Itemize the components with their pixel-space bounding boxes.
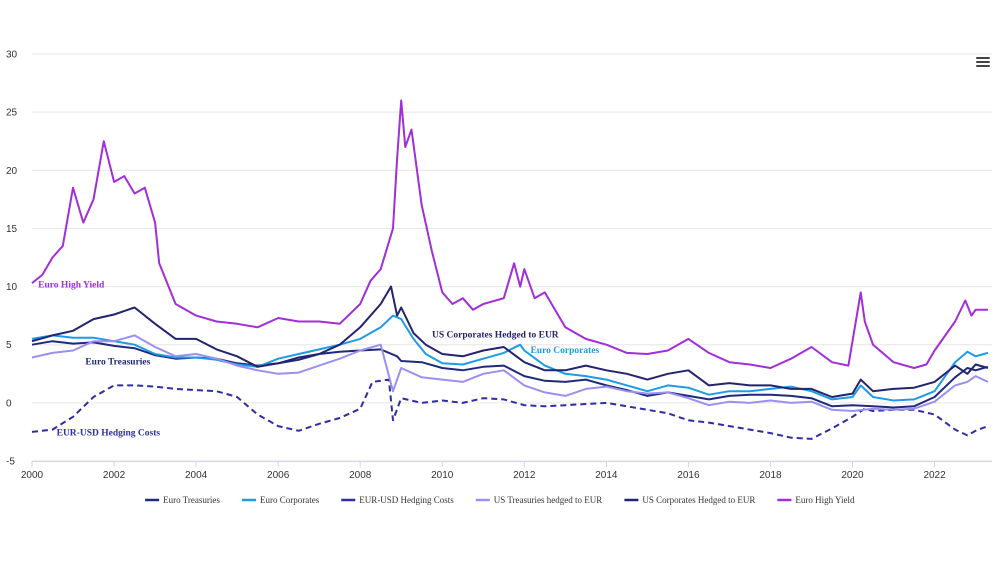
y-axis: -5 0 5 10 15 20 25 30 [6,50,18,468]
legend-item[interactable]: Euro Corporates [242,495,320,505]
series-annotations: Euro High Yield Euro Treasuries EUR-USD He… [38,281,599,439]
y-tick-label: 5 [6,340,12,351]
x-tick-label: 2004 [185,470,208,481]
legend-label: Euro Corporates [260,495,320,505]
y-tick-label: 0 [6,398,12,409]
legend-item[interactable]: US Treasuries hedged to EUR [475,495,603,505]
menu-icon-bar [976,57,990,59]
y-tick-label: 15 [6,224,18,235]
legend-label: Euro High Yield [795,495,855,505]
legend-label: EUR-USD Hedging Costs [359,495,454,505]
legend-item[interactable]: EUR-USD Hedging Costs [341,495,454,505]
x-tick-label: 2016 [677,470,700,481]
x-tick-label: 2010 [431,470,454,481]
legend-item[interactable]: US Corporates Hedged to EUR [624,495,755,505]
y-tick-label: 30 [6,50,18,61]
menu-icon-bar [976,65,990,67]
gridlines [32,53,992,462]
y-tick-label: 10 [6,282,18,293]
menu-icon[interactable] [976,57,990,69]
y-tick-label: -5 [6,457,15,468]
series-line [31,285,989,398]
series-line [31,334,989,412]
legend-item[interactable]: Euro Treasuries [145,495,220,505]
series-line [31,99,988,369]
series-annotation: EUR-USD Hedging Costs [57,428,161,438]
series-annotation: US Corporates Hedged to EUR [432,331,559,341]
legend-label: Euro Treasuries [163,495,220,505]
series-annotation: Euro Treasuries [85,357,150,367]
y-tick-label: 25 [6,108,18,119]
x-tick-label: 2022 [923,470,946,481]
x-tick-label: 2006 [267,470,290,481]
series-annotation: Euro Corporates [530,346,599,356]
x-tick-label: 2018 [759,470,782,481]
x-tick-label: 2000 [21,470,44,481]
menu-icon-bar [976,61,990,63]
series-annotation: Euro High Yield [38,281,105,291]
x-tick-label: 2012 [513,470,536,481]
series-lines [31,99,989,440]
legend-label: US Treasuries hedged to EUR [494,495,603,505]
series-line [31,378,989,440]
x-axis: 2000 2002 2004 2006 2008 2010 2012 2014 2016 2018… [21,461,992,481]
x-tick-label: 2002 [103,470,126,481]
y-tick-label: 20 [6,166,18,177]
x-tick-label: 2008 [349,470,372,481]
series-line [31,314,989,402]
legend-label: US Corporates Hedged to EUR [642,495,755,505]
legend-item[interactable]: Euro High Yield [777,495,855,505]
legend[interactable]: Euro Treasuries Euro Corporates EUR-USD He… [145,495,855,505]
x-tick-label: 2020 [841,470,864,481]
x-tick-label: 2014 [595,470,618,481]
